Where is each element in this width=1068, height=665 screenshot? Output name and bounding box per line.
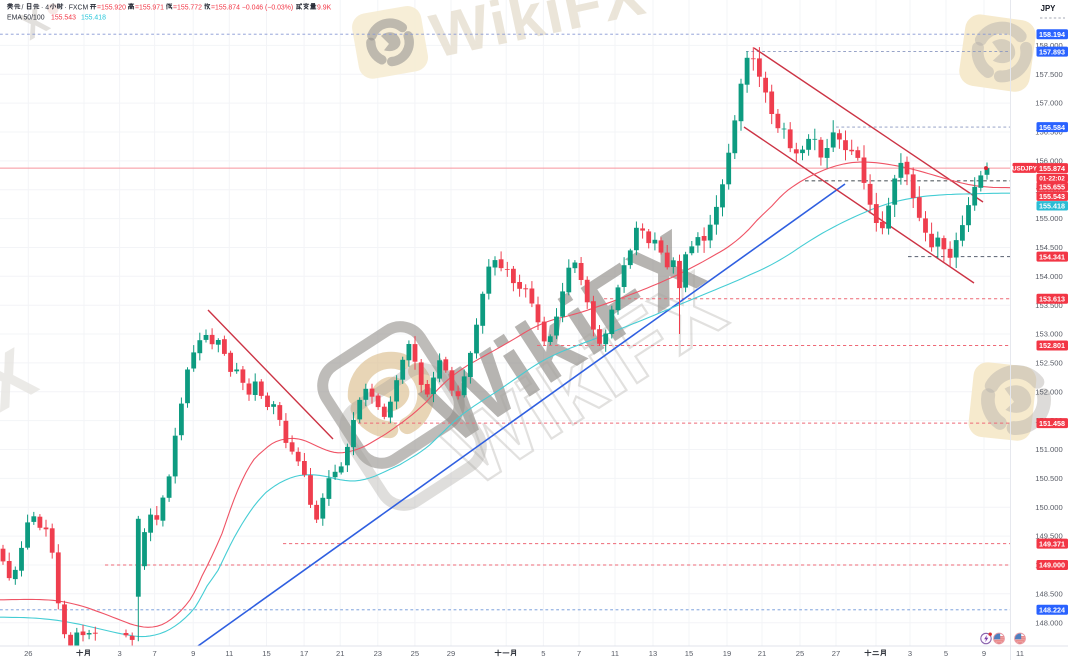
svg-text:· 4: · 4 <box>41 5 49 12</box>
svg-text:=155.772: =155.772 <box>173 5 202 12</box>
svg-text:148.000: 148.000 <box>1035 618 1062 627</box>
svg-text:17: 17 <box>300 649 308 658</box>
svg-text:/: / <box>22 5 24 12</box>
svg-text:154.500: 154.500 <box>1035 243 1062 252</box>
svg-text:=155.971: =155.971 <box>135 5 164 12</box>
svg-text:155.000: 155.000 <box>1035 214 1062 223</box>
svg-text:25: 25 <box>796 649 804 658</box>
svg-text:15: 15 <box>685 649 693 658</box>
svg-text:154.000: 154.000 <box>1035 272 1062 281</box>
svg-text:15: 15 <box>262 649 270 658</box>
svg-text:7: 7 <box>152 649 156 658</box>
svg-text:151.000: 151.000 <box>1035 445 1062 454</box>
svg-text:23: 23 <box>374 649 382 658</box>
svg-text:11: 11 <box>611 649 619 658</box>
svg-text:19: 19 <box>723 649 731 658</box>
svg-text:7: 7 <box>577 649 581 658</box>
svg-text:27: 27 <box>832 649 840 658</box>
svg-text:USDJPY: USDJPY <box>1012 166 1038 173</box>
svg-text:29: 29 <box>447 649 455 658</box>
svg-text:153.613: 153.613 <box>1039 294 1065 303</box>
svg-text:JPY: JPY <box>1041 4 1057 13</box>
svg-text:5: 5 <box>944 649 948 658</box>
svg-text:148.500: 148.500 <box>1035 589 1062 598</box>
svg-text:152.000: 152.000 <box>1035 387 1062 396</box>
svg-text:3: 3 <box>117 649 121 658</box>
svg-text:13: 13 <box>649 649 657 658</box>
svg-text:9: 9 <box>191 649 195 658</box>
svg-text:01-22:02: 01-22:02 <box>1039 175 1065 182</box>
svg-text:155.874: 155.874 <box>1039 164 1065 173</box>
svg-text:155.543: 155.543 <box>51 15 76 22</box>
svg-text:9.9K: 9.9K <box>317 5 332 12</box>
svg-text:149.371: 149.371 <box>1039 539 1065 548</box>
svg-text:26: 26 <box>24 649 32 658</box>
svg-text:152.500: 152.500 <box>1035 359 1062 368</box>
svg-text:148.224: 148.224 <box>1039 606 1065 615</box>
svg-text:EMA 50/100: EMA 50/100 <box>7 15 45 22</box>
svg-text:157.000: 157.000 <box>1035 99 1062 108</box>
svg-text:25: 25 <box>411 649 419 658</box>
svg-text:21: 21 <box>336 649 344 658</box>
svg-text:149.000: 149.000 <box>1039 561 1065 570</box>
svg-text:152.801: 152.801 <box>1039 341 1065 350</box>
svg-text:· FXCM: · FXCM <box>65 5 89 12</box>
svg-text:150.000: 150.000 <box>1035 503 1062 512</box>
svg-text:153.000: 153.000 <box>1035 330 1062 339</box>
svg-text:151.458: 151.458 <box>1039 419 1065 428</box>
svg-text:9: 9 <box>982 649 986 658</box>
svg-text:3: 3 <box>908 649 912 658</box>
svg-text:150.500: 150.500 <box>1035 474 1062 483</box>
svg-text:21: 21 <box>758 649 766 658</box>
svg-text:155.655: 155.655 <box>1039 182 1065 191</box>
svg-text:154.341: 154.341 <box>1039 252 1065 261</box>
svg-text:5: 5 <box>541 649 545 658</box>
svg-text:=155.874 −0.046 (−0.03%): =155.874 −0.046 (−0.03%) <box>211 5 293 12</box>
svg-text:155.418: 155.418 <box>1039 202 1065 211</box>
svg-text:155.418: 155.418 <box>81 15 106 22</box>
svg-text:155.543: 155.543 <box>1039 192 1065 201</box>
svg-text:158.194: 158.194 <box>1039 30 1065 39</box>
svg-text:11: 11 <box>225 649 233 658</box>
svg-text:11: 11 <box>1016 649 1024 658</box>
svg-text:157.893: 157.893 <box>1039 47 1065 56</box>
svg-text:156.584: 156.584 <box>1039 123 1065 132</box>
svg-text:=155.920: =155.920 <box>97 5 126 12</box>
svg-text:157.500: 157.500 <box>1035 70 1062 79</box>
